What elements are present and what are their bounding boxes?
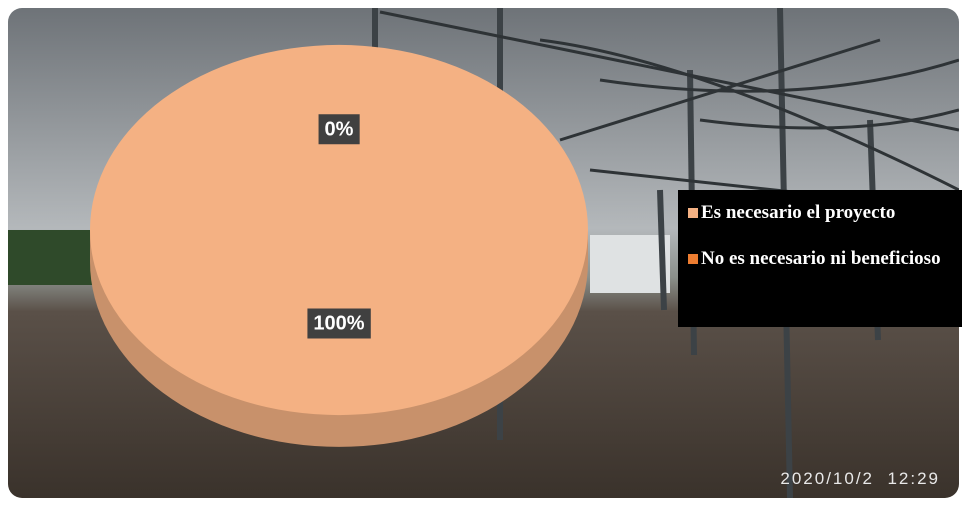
legend-entry: Es necesario el proyecto [688, 202, 954, 224]
legend-label: No es necesario ni beneficioso [701, 248, 941, 269]
pie: 100% 0% [89, 44, 589, 447]
data-label: 100% [307, 308, 371, 339]
legend-label: Es necesario el proyecto [701, 202, 896, 223]
data-label-text: 0% [325, 118, 354, 140]
legend: Es necesario el proyecto No es necesario … [678, 190, 962, 327]
legend-swatch [688, 208, 698, 218]
legend-swatch [688, 254, 698, 264]
data-label-box [307, 308, 371, 339]
data-label: 0% [318, 114, 360, 145]
legend-entry: No es necesario ni beneficioso [688, 248, 954, 270]
data-label-box [318, 114, 360, 145]
pie-slice [89, 44, 589, 416]
timestamp: 2020/10/2 12:29 [780, 469, 940, 488]
data-label-text: 100% [313, 313, 364, 335]
